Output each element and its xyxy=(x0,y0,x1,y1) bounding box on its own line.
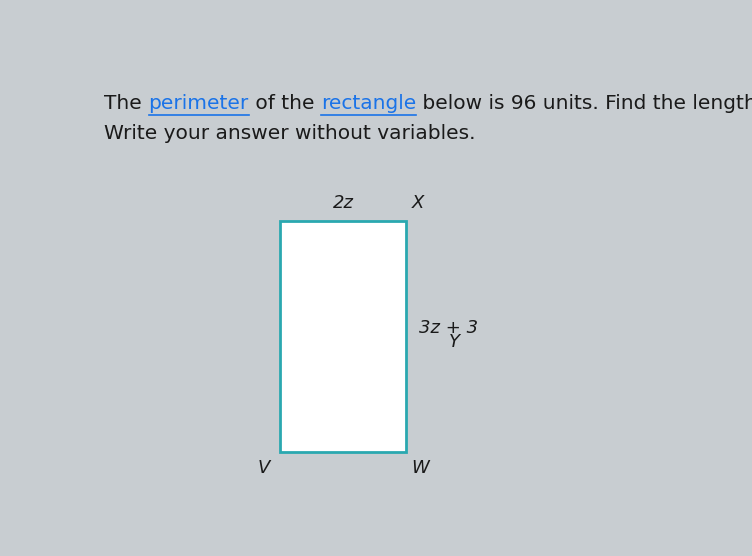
Bar xyxy=(280,221,406,452)
Text: The: The xyxy=(105,93,149,113)
Text: 2z: 2z xyxy=(333,194,354,212)
Text: perimeter: perimeter xyxy=(149,93,249,113)
Text: below is 96 units. Find the length of side: below is 96 units. Find the length of si… xyxy=(416,93,752,113)
Text: Y: Y xyxy=(448,334,459,351)
Text: V: V xyxy=(258,459,270,477)
Text: of the: of the xyxy=(249,93,321,113)
Text: W: W xyxy=(411,459,429,477)
Text: Write your answer without variables.: Write your answer without variables. xyxy=(105,123,476,142)
Text: X: X xyxy=(411,194,424,212)
Text: 3z + 3: 3z + 3 xyxy=(419,319,478,337)
Text: rectangle: rectangle xyxy=(321,93,416,113)
